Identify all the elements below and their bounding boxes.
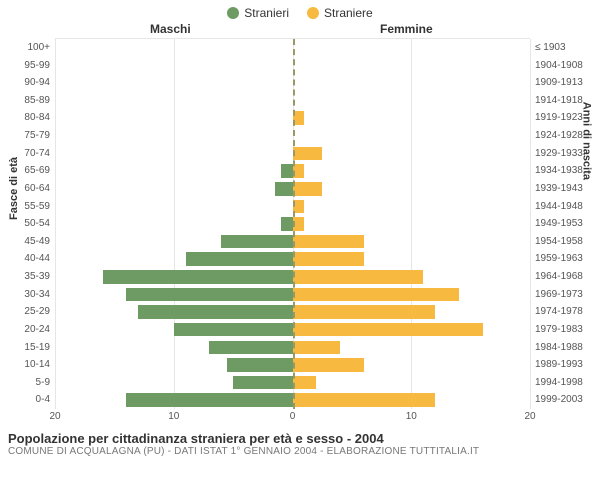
- years-label: 1954-1958: [530, 233, 583, 251]
- age-label: 80-84: [24, 109, 55, 127]
- bar-male: [281, 164, 293, 178]
- x-axis-ticks: 201001020: [55, 409, 530, 425]
- years-label: 1904-1908: [530, 57, 583, 75]
- bar-male: [174, 323, 293, 337]
- years-label: 1909-1913: [530, 74, 583, 92]
- bar-female: [293, 358, 364, 372]
- bar-male: [126, 288, 292, 302]
- bar-female: [293, 341, 341, 355]
- age-label: 40-44: [24, 250, 55, 268]
- age-label: 55-59: [24, 198, 55, 216]
- bar-male: [126, 393, 292, 407]
- x-tick-label: 20: [524, 411, 535, 422]
- bar-female: [293, 305, 436, 319]
- age-label: 50-54: [24, 215, 55, 233]
- age-label: 0-4: [36, 391, 55, 409]
- years-label: ≤ 1903: [530, 39, 566, 57]
- years-label: 1974-1978: [530, 303, 583, 321]
- years-label: 1964-1968: [530, 268, 583, 286]
- years-label: 1919-1923: [530, 109, 583, 127]
- bar-male: [221, 235, 292, 249]
- bar-male: [281, 217, 293, 231]
- bar-female: [293, 393, 436, 407]
- years-label: 1999-2003: [530, 391, 583, 409]
- age-label: 10-14: [24, 356, 55, 374]
- header-male: Maschi: [150, 22, 191, 36]
- years-label: 1934-1938: [530, 162, 583, 180]
- age-label: 60-64: [24, 180, 55, 198]
- age-label: 25-29: [24, 303, 55, 321]
- years-label: 1979-1983: [530, 321, 583, 339]
- years-label: 1969-1973: [530, 286, 583, 304]
- years-label: 1929-1933: [530, 145, 583, 163]
- age-label: 65-69: [24, 162, 55, 180]
- bar-male: [233, 376, 292, 390]
- bar-female: [293, 323, 483, 337]
- years-label: 1949-1953: [530, 215, 583, 233]
- bar-male: [103, 270, 293, 284]
- bar-female: [293, 252, 364, 266]
- age-label: 35-39: [24, 268, 55, 286]
- years-label: 1994-1998: [530, 374, 583, 392]
- caption-main: Popolazione per cittadinanza straniera p…: [8, 431, 592, 446]
- years-label: 1924-1928: [530, 127, 583, 145]
- age-label: 90-94: [24, 74, 55, 92]
- header-female: Femmine: [380, 22, 433, 36]
- bar-male: [227, 358, 292, 372]
- legend: Stranieri Straniere: [0, 0, 600, 20]
- bar-female: [293, 270, 424, 284]
- bar-female: [293, 147, 323, 161]
- legend-swatch-female: [307, 7, 319, 19]
- legend-label-male: Stranieri: [244, 6, 289, 20]
- bar-male: [138, 305, 292, 319]
- legend-item-male: Stranieri: [227, 6, 289, 20]
- age-label: 30-34: [24, 286, 55, 304]
- side-headers: Maschi Femmine: [0, 20, 600, 38]
- age-label: 95-99: [24, 57, 55, 75]
- years-label: 1944-1948: [530, 198, 583, 216]
- legend-label-female: Straniere: [324, 6, 373, 20]
- caption-sub: COMUNE DI ACQUALAGNA (PU) - Dati ISTAT 1…: [8, 446, 592, 457]
- age-label: 85-89: [24, 92, 55, 110]
- caption: Popolazione per cittadinanza straniera p…: [0, 425, 600, 457]
- years-label: 1984-1988: [530, 339, 583, 357]
- years-label: 1914-1918: [530, 92, 583, 110]
- age-label: 45-49: [24, 233, 55, 251]
- bar-female: [293, 235, 364, 249]
- legend-swatch-male: [227, 7, 239, 19]
- bar-female: [293, 288, 459, 302]
- x-tick-label: 0: [290, 411, 296, 422]
- x-tick-label: 10: [406, 411, 417, 422]
- age-label: 75-79: [24, 127, 55, 145]
- bar-female: [293, 376, 317, 390]
- population-pyramid-chart: Stranieri Straniere Maschi Femmine Fasce…: [0, 0, 600, 500]
- age-label: 5-9: [36, 374, 55, 392]
- x-tick-label: 10: [168, 411, 179, 422]
- years-label: 1989-1993: [530, 356, 583, 374]
- y-axis-left-title: Fasce di età: [8, 157, 20, 220]
- bar-female: [293, 182, 323, 196]
- bar-male: [209, 341, 292, 355]
- x-tick-label: 20: [49, 411, 60, 422]
- bar-male: [186, 252, 293, 266]
- bar-male: [275, 182, 293, 196]
- years-label: 1939-1943: [530, 180, 583, 198]
- age-label: 20-24: [24, 321, 55, 339]
- years-label: 1959-1963: [530, 250, 583, 268]
- age-label: 70-74: [24, 145, 55, 163]
- age-label: 15-19: [24, 339, 55, 357]
- plot-area: 100+≤ 190395-991904-190890-941909-191385…: [55, 38, 530, 409]
- legend-item-female: Straniere: [307, 6, 373, 20]
- age-label: 100+: [27, 39, 55, 57]
